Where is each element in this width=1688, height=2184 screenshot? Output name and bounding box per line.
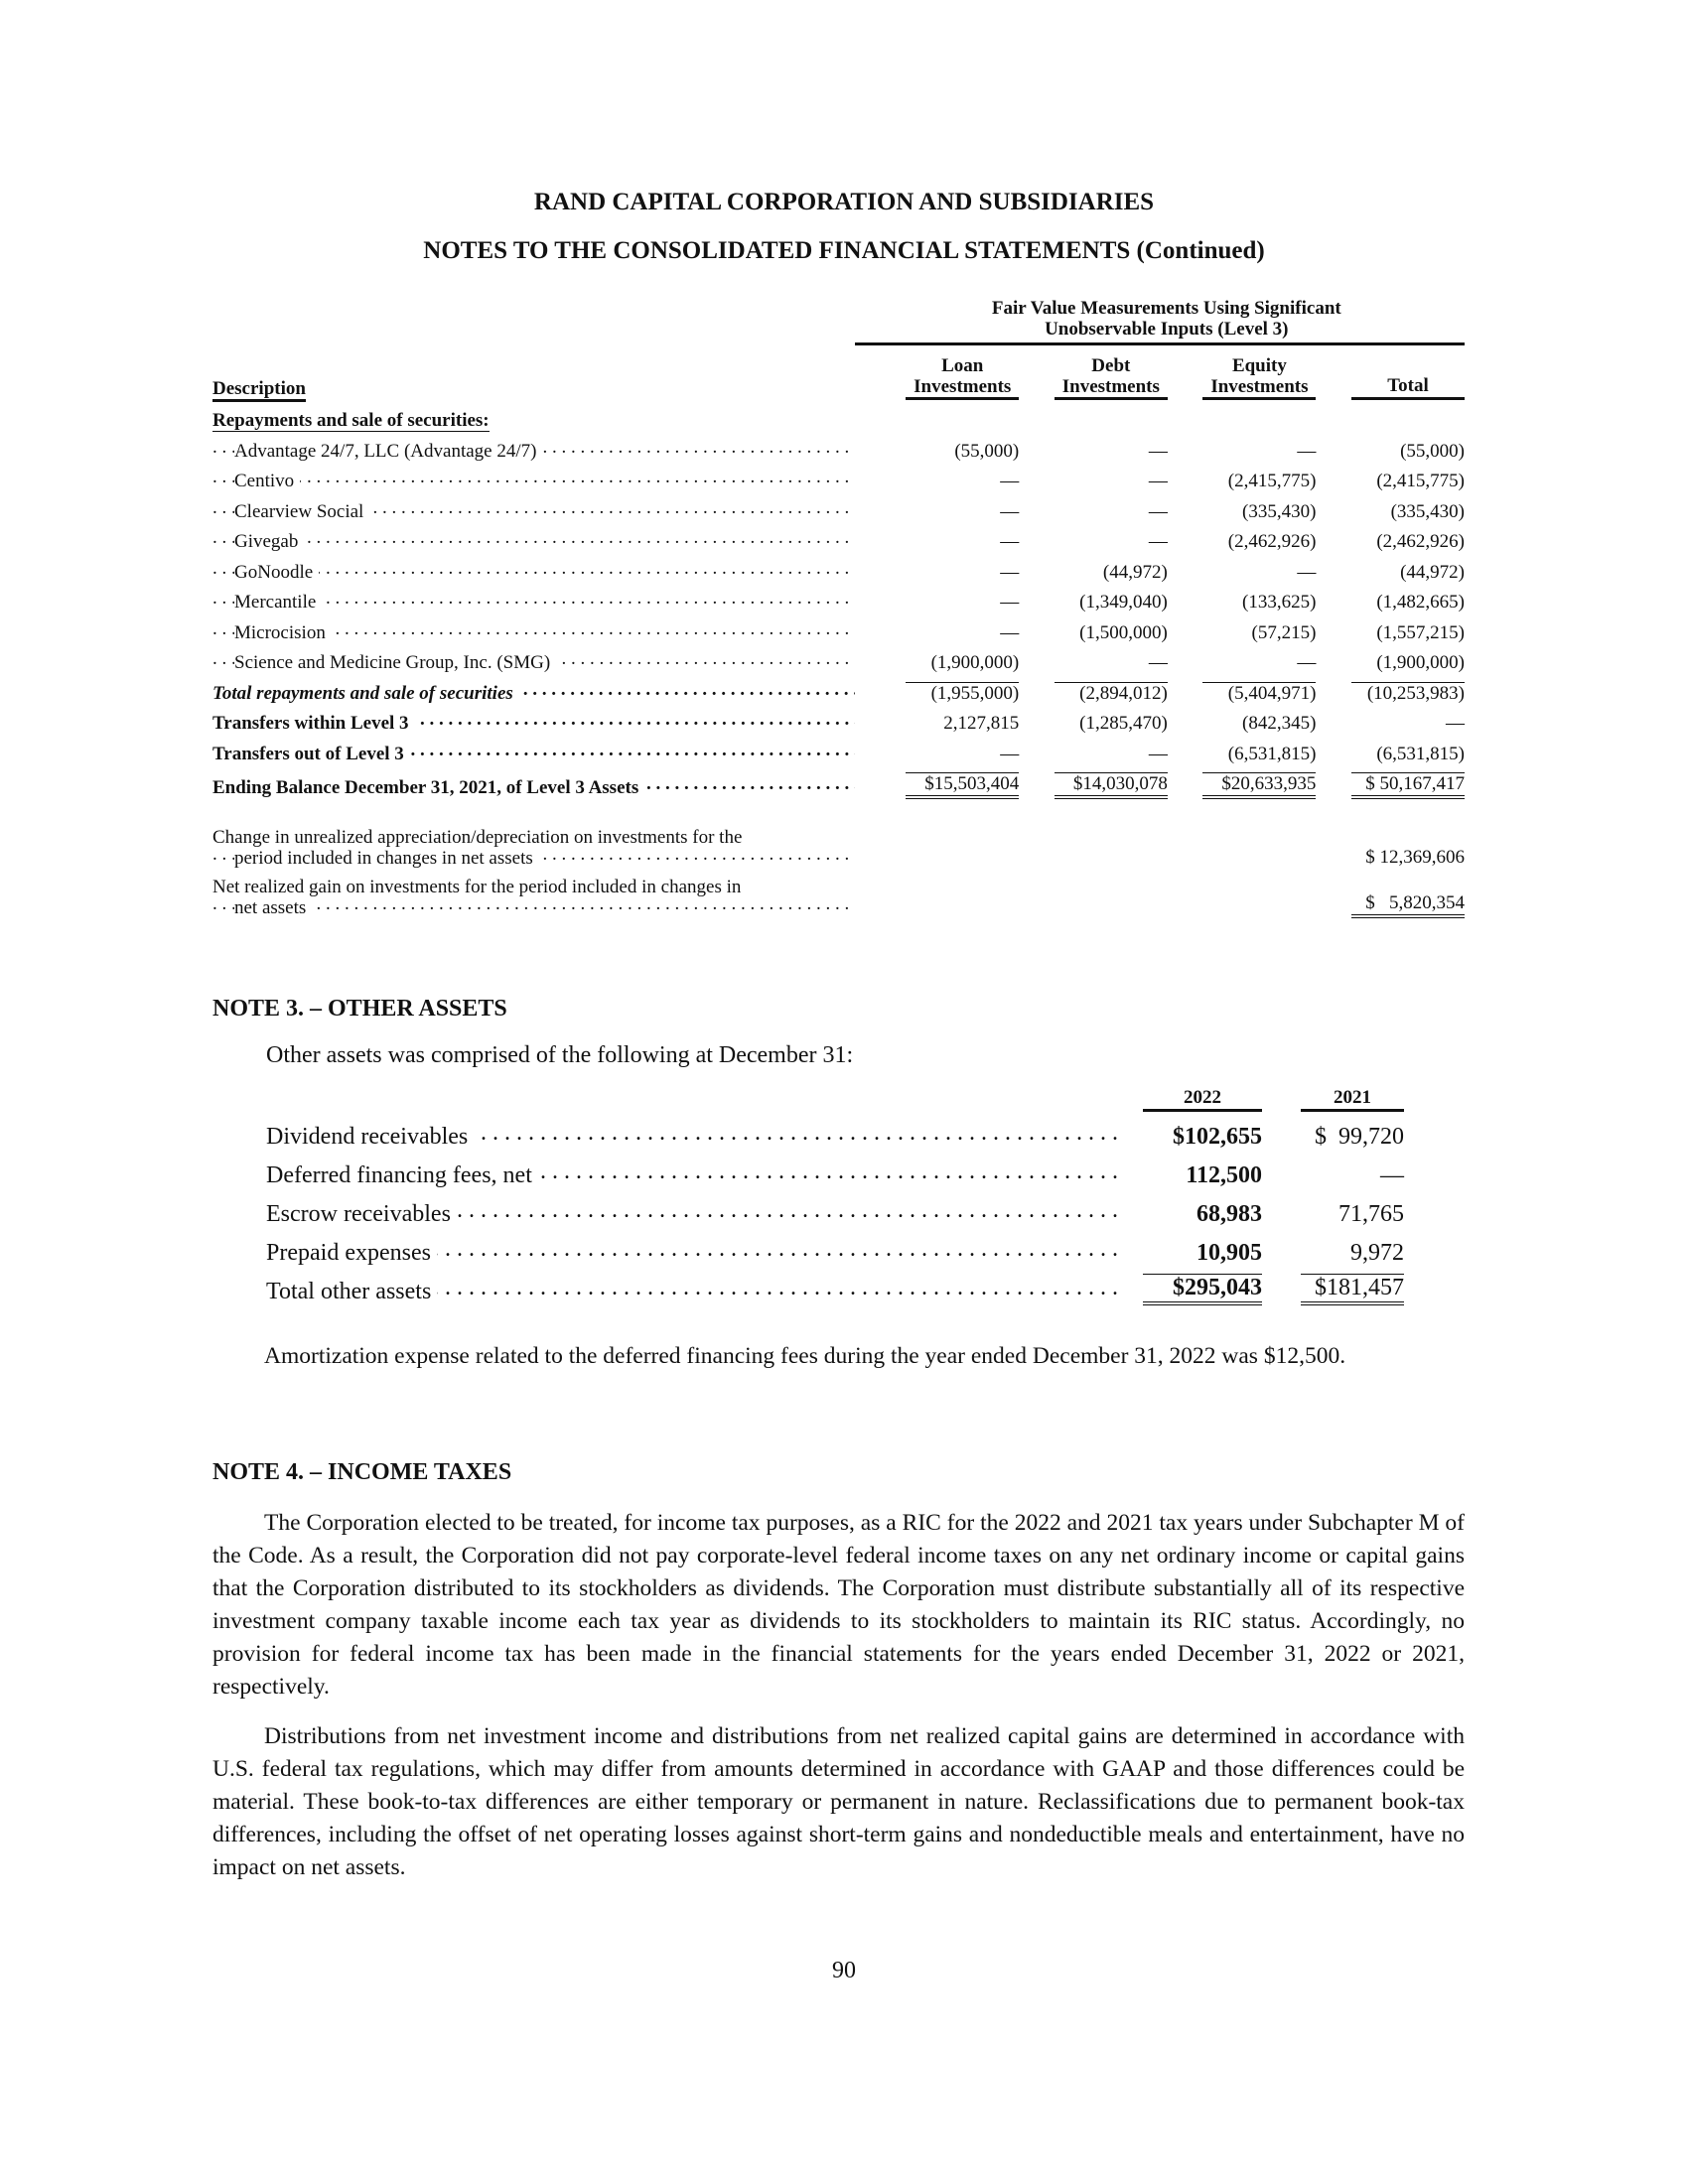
row-label: Centivo — [234, 471, 301, 491]
section-label: Repayments and sale of securities: — [212, 410, 490, 432]
cell-total: (2,462,926) — [1376, 531, 1465, 552]
row-label: Microcision — [234, 621, 332, 643]
table-row: Mercantile — (1,349,040) (133,625) (1,482,66… — [212, 584, 1465, 614]
table-row: GoNoodle — (44,972) — (44,972) — [212, 553, 1465, 584]
cell-equity: (2,415,775) — [1227, 471, 1317, 491]
cell-debt: (44,972) — [1102, 561, 1168, 583]
row-label: GoNoodle — [234, 561, 320, 583]
table-row: Deferred financing fees, net 112,500 — — [266, 1151, 1404, 1189]
row-label: Givegab — [234, 531, 305, 552]
cell-debt: (1,500,000) — [1079, 621, 1168, 643]
note3-heading: NOTE 3. – OTHER ASSETS — [212, 996, 507, 1022]
group-header: Fair Value Measurements Using Significan… — [854, 298, 1465, 345]
table-row: Advantage 24/7, LLC (Advantage 24/7) (55,… — [212, 432, 1465, 463]
total-repayments-row: Total repayments and sale of securities … — [212, 674, 1465, 705]
cell-2022: 68,983 — [1196, 1201, 1262, 1227]
row-label: Dividend receivables — [266, 1124, 475, 1150]
table-row: Clearview Social — — (335,430) (335,430) — [212, 492, 1465, 523]
table-row: Prepaid expenses 10,905 9,972 — [266, 1228, 1404, 1267]
cell-total: (55,000) — [1400, 440, 1465, 462]
cell-debt: (1,349,040) — [1079, 592, 1168, 613]
row-label: Mercantile — [234, 592, 323, 613]
row-label: Deferred financing fees, net — [266, 1162, 538, 1188]
table-row: Science and Medicine Group, Inc. (SMG) (1… — [212, 644, 1465, 675]
cell-total: (44,972) — [1400, 561, 1465, 583]
cell-equity: (335,430) — [1242, 500, 1317, 522]
cell-2021: $ 99,720 — [1315, 1124, 1404, 1150]
cell-2022: 112,500 — [1186, 1162, 1262, 1188]
note4-heading: NOTE 4. – INCOME TAXES — [212, 1459, 512, 1485]
ending-balance-row: Ending Balance December 31, 2021, of Lev… — [212, 765, 1465, 799]
cell-equity: (133,625) — [1242, 592, 1317, 613]
col-total: Total — [1351, 375, 1465, 400]
cell-2022: $102,655 — [1173, 1124, 1262, 1150]
row-label: Clearview Social — [234, 500, 370, 522]
notes-subtitle: NOTES TO THE CONSOLIDATED FINANCIAL STAT… — [423, 237, 1265, 264]
cell-loan: — — [1000, 592, 1020, 613]
col-loan: Loan Investments — [906, 355, 1020, 400]
transfers-within-row: Transfers within Level 3 2,127,815 (1,28… — [212, 705, 1465, 736]
table-row: Microcision — (1,500,000) (57,215) (1,557,21… — [212, 614, 1465, 644]
cell-2021: — — [1380, 1162, 1404, 1188]
note3-intro: Other assets was comprised of the follow… — [266, 1042, 854, 1068]
row-label: Escrow receivables — [266, 1201, 457, 1227]
cell-total: (335,430) — [1390, 500, 1465, 522]
realized-row: Net realized gain on investments for the… — [212, 869, 1465, 918]
cell-debt: — — [1148, 500, 1168, 522]
group-header-line2: Unobservable Inputs (Level 3) — [1045, 319, 1289, 340]
table-row: Escrow receivables 68,983 71,765 — [266, 1189, 1404, 1228]
cell-equity: — — [1297, 561, 1317, 583]
table-row: Givegab — — (2,462,926) (2,462,926) — [212, 523, 1465, 554]
cell-total: (1,557,215) — [1376, 621, 1465, 643]
cell-equity: (57,215) — [1251, 621, 1317, 643]
unrealized-row: Change in unrealized appreciation/deprec… — [212, 827, 1465, 869]
cell-loan: — — [1000, 621, 1020, 643]
cell-total: (1,900,000) — [1376, 652, 1465, 673]
total-other-assets-row: Total other assets $295,043 $181,457 — [266, 1267, 1404, 1305]
cell-loan: — — [1000, 561, 1020, 583]
cell-2022: 10,905 — [1196, 1240, 1262, 1266]
note4-paragraph-1: The Corporation elected to be treated, f… — [212, 1510, 1465, 1700]
cell-total: (1,482,665) — [1376, 592, 1465, 613]
cell-equity: — — [1297, 440, 1317, 462]
cell-debt: — — [1148, 652, 1168, 673]
cell-2021: 71,765 — [1338, 1201, 1404, 1227]
table-row: Dividend receivables $102,655 $ 99,720 — [266, 1112, 1404, 1151]
other-assets-table: 2022 2021 Dividend receivables$102,655$ … — [266, 1082, 1404, 1305]
cell-debt: — — [1148, 531, 1168, 552]
page-number: 90 — [832, 1958, 856, 1983]
cell-loan: (1,900,000) — [930, 652, 1020, 673]
cell-loan: (55,000) — [954, 440, 1020, 462]
transfers-out-row: Transfers out of Level 3 — — (6,531,815)… — [212, 735, 1465, 765]
row-label: Science and Medicine Group, Inc. (SMG) — [234, 652, 557, 673]
col-equity: Equity Investments — [1202, 355, 1317, 400]
cell-total: (2,415,775) — [1376, 471, 1465, 491]
cell-loan: — — [1000, 531, 1020, 552]
cell-equity: — — [1297, 652, 1317, 673]
cell-debt: — — [1148, 440, 1168, 462]
company-title: RAND CAPITAL CORPORATION AND SUBSIDIARIE… — [533, 189, 1155, 215]
cell-loan: — — [1000, 500, 1020, 522]
group-header-line1: Fair Value Measurements Using Significan… — [991, 298, 1341, 319]
row-label: Advantage 24/7, LLC (Advantage 24/7) — [234, 440, 543, 462]
note4-paragraph-2: Distributions from net investment income… — [212, 1723, 1465, 1880]
amortization-paragraph: Amortization expense related to the defe… — [264, 1343, 1346, 1369]
table-row: Centivo — — (2,415,775) (2,415,775) — [212, 463, 1465, 493]
cell-2021: 9,972 — [1350, 1240, 1404, 1266]
col-description: Description — [212, 377, 306, 402]
cell-loan: — — [1000, 471, 1020, 491]
cell-debt: — — [1148, 471, 1168, 491]
col-debt: Debt Investments — [1054, 355, 1168, 400]
cell-equity: (2,462,926) — [1227, 531, 1317, 552]
row-label: Prepaid expenses — [266, 1240, 437, 1266]
level3-table: Fair Value Measurements Using Significan… — [212, 298, 1465, 918]
